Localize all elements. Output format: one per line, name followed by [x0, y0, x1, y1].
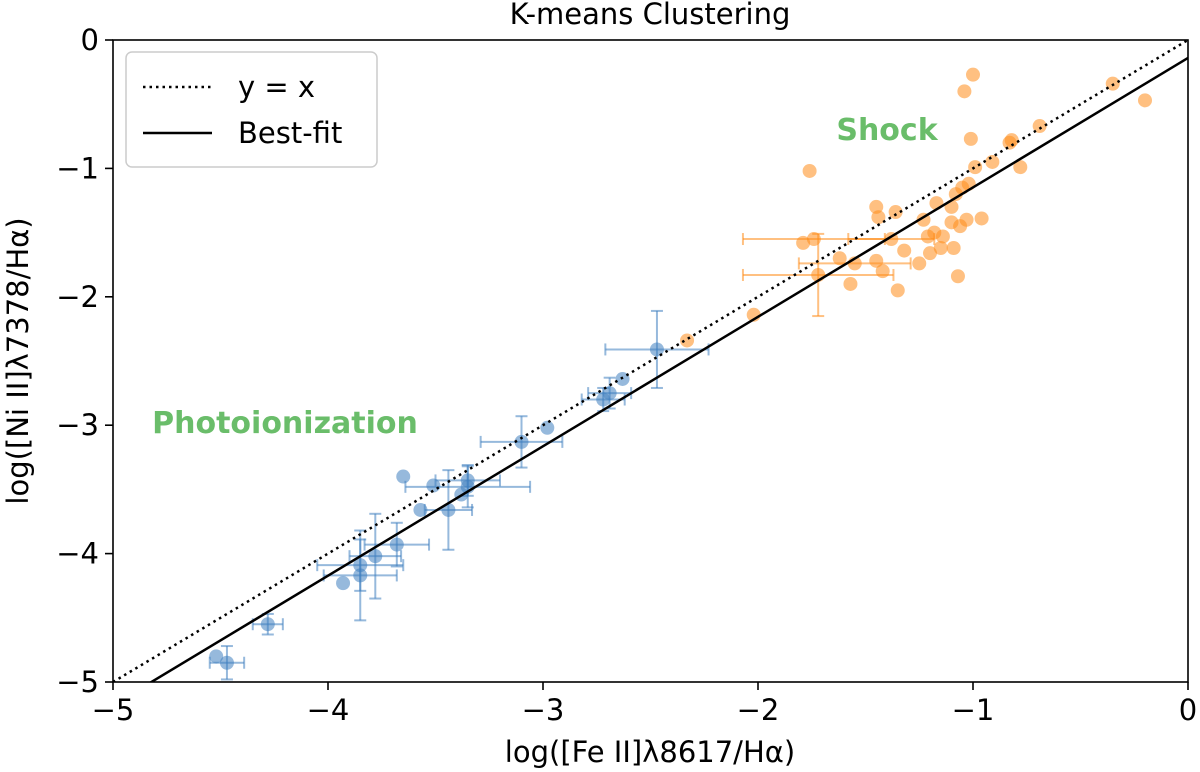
- shock-data-point: [933, 241, 948, 256]
- x-tick-label: −5: [92, 693, 135, 727]
- shock-data-point: [1004, 133, 1019, 148]
- photoionization-data-point: [413, 502, 428, 517]
- photoionization-data-point: [389, 537, 404, 552]
- shock-data-point: [1013, 160, 1028, 175]
- plot-frame: [112, 39, 1189, 683]
- shock-data-point: [1138, 93, 1152, 108]
- shock-data-point: [950, 269, 965, 284]
- shock-data-point: [923, 246, 937, 261]
- shock-data-point: [959, 212, 974, 227]
- best-fit-line: [148, 56, 1188, 682]
- x-tick-label: −1: [952, 693, 995, 727]
- legend-label-best-fit: Best-fit: [238, 116, 342, 150]
- shock-data-point: [832, 251, 847, 266]
- photoionization-data-point: [260, 617, 275, 632]
- shock-data-point: [946, 241, 961, 256]
- photoionization-data-point: [396, 469, 411, 484]
- photoionization-data-point: [336, 576, 351, 591]
- error-bars: [208, 232, 936, 681]
- shock-data-point: [974, 211, 989, 226]
- plot-area: [113, 40, 1188, 682]
- y-tick-label: −1: [56, 151, 99, 185]
- shock-data-point: [985, 154, 1000, 169]
- chart-title: K-means Clustering: [510, 0, 791, 31]
- y-tick-label: −3: [56, 408, 99, 442]
- x-axis-label: log([Fe II]λ8617/Hα): [505, 735, 795, 769]
- x-tick-label: −4: [307, 693, 350, 727]
- photoionization-data-point: [353, 568, 368, 583]
- shock-data-point: [796, 235, 811, 250]
- legend-box: [125, 51, 378, 168]
- shock-data-point: [875, 264, 890, 279]
- shock-data-point: [935, 229, 950, 244]
- x-tick-label: −3: [522, 693, 565, 727]
- reference-lines: [113, 40, 1188, 682]
- y-tick-label: −4: [56, 537, 99, 571]
- shock-data-point: [890, 283, 905, 298]
- photoionization-data-point: [460, 473, 475, 488]
- shock-data-point: [871, 210, 886, 225]
- y-axis-label: log([Ni II]λ7378/Hα): [1, 217, 35, 504]
- photoionization-data-point: [219, 655, 234, 670]
- photoionization-data-point: [209, 649, 224, 664]
- y-axis-ticks: −5 −4 −3 −2 −1 0: [56, 23, 113, 699]
- shock-data-point: [912, 256, 927, 271]
- shock-data-point: [897, 243, 912, 258]
- x-tick-label: 0: [1179, 693, 1197, 727]
- shock-data-point: [957, 84, 972, 99]
- y-tick-label: −5: [56, 665, 99, 699]
- shock-data-point: [966, 67, 980, 82]
- y-tick-label: −2: [56, 280, 99, 314]
- photoionization-data-point: [353, 558, 368, 573]
- y-tick-label: 0: [81, 23, 99, 57]
- shock-data-point: [1032, 119, 1047, 134]
- legend: y = x Best-fit: [125, 51, 378, 168]
- shock-data-point: [806, 232, 821, 247]
- photoionization-data-point: [649, 342, 664, 357]
- shock-data-point: [843, 276, 858, 291]
- annotation-shock: Shock: [836, 113, 938, 148]
- photoionization-data-point: [514, 434, 529, 449]
- shock-data-point: [802, 163, 817, 178]
- x-tick-label: −2: [737, 693, 780, 727]
- shock-data-point: [888, 205, 903, 220]
- photoionization-data-point: [426, 478, 441, 493]
- shock-data-point: [963, 131, 978, 146]
- shock-data-point: [869, 253, 884, 268]
- photoionization-data-point: [602, 386, 617, 401]
- identity-line: [113, 40, 1188, 682]
- photoionization-data-point: [540, 420, 555, 435]
- legend-label-y-equals-x: y = x: [238, 70, 315, 104]
- x-axis-ticks: −5 −4 −3 −2 −1 0: [92, 682, 1197, 727]
- photoionization-data-point: [368, 549, 383, 564]
- shock-data-point: [680, 333, 695, 348]
- annotation-photoionization: Photoionization: [152, 406, 418, 441]
